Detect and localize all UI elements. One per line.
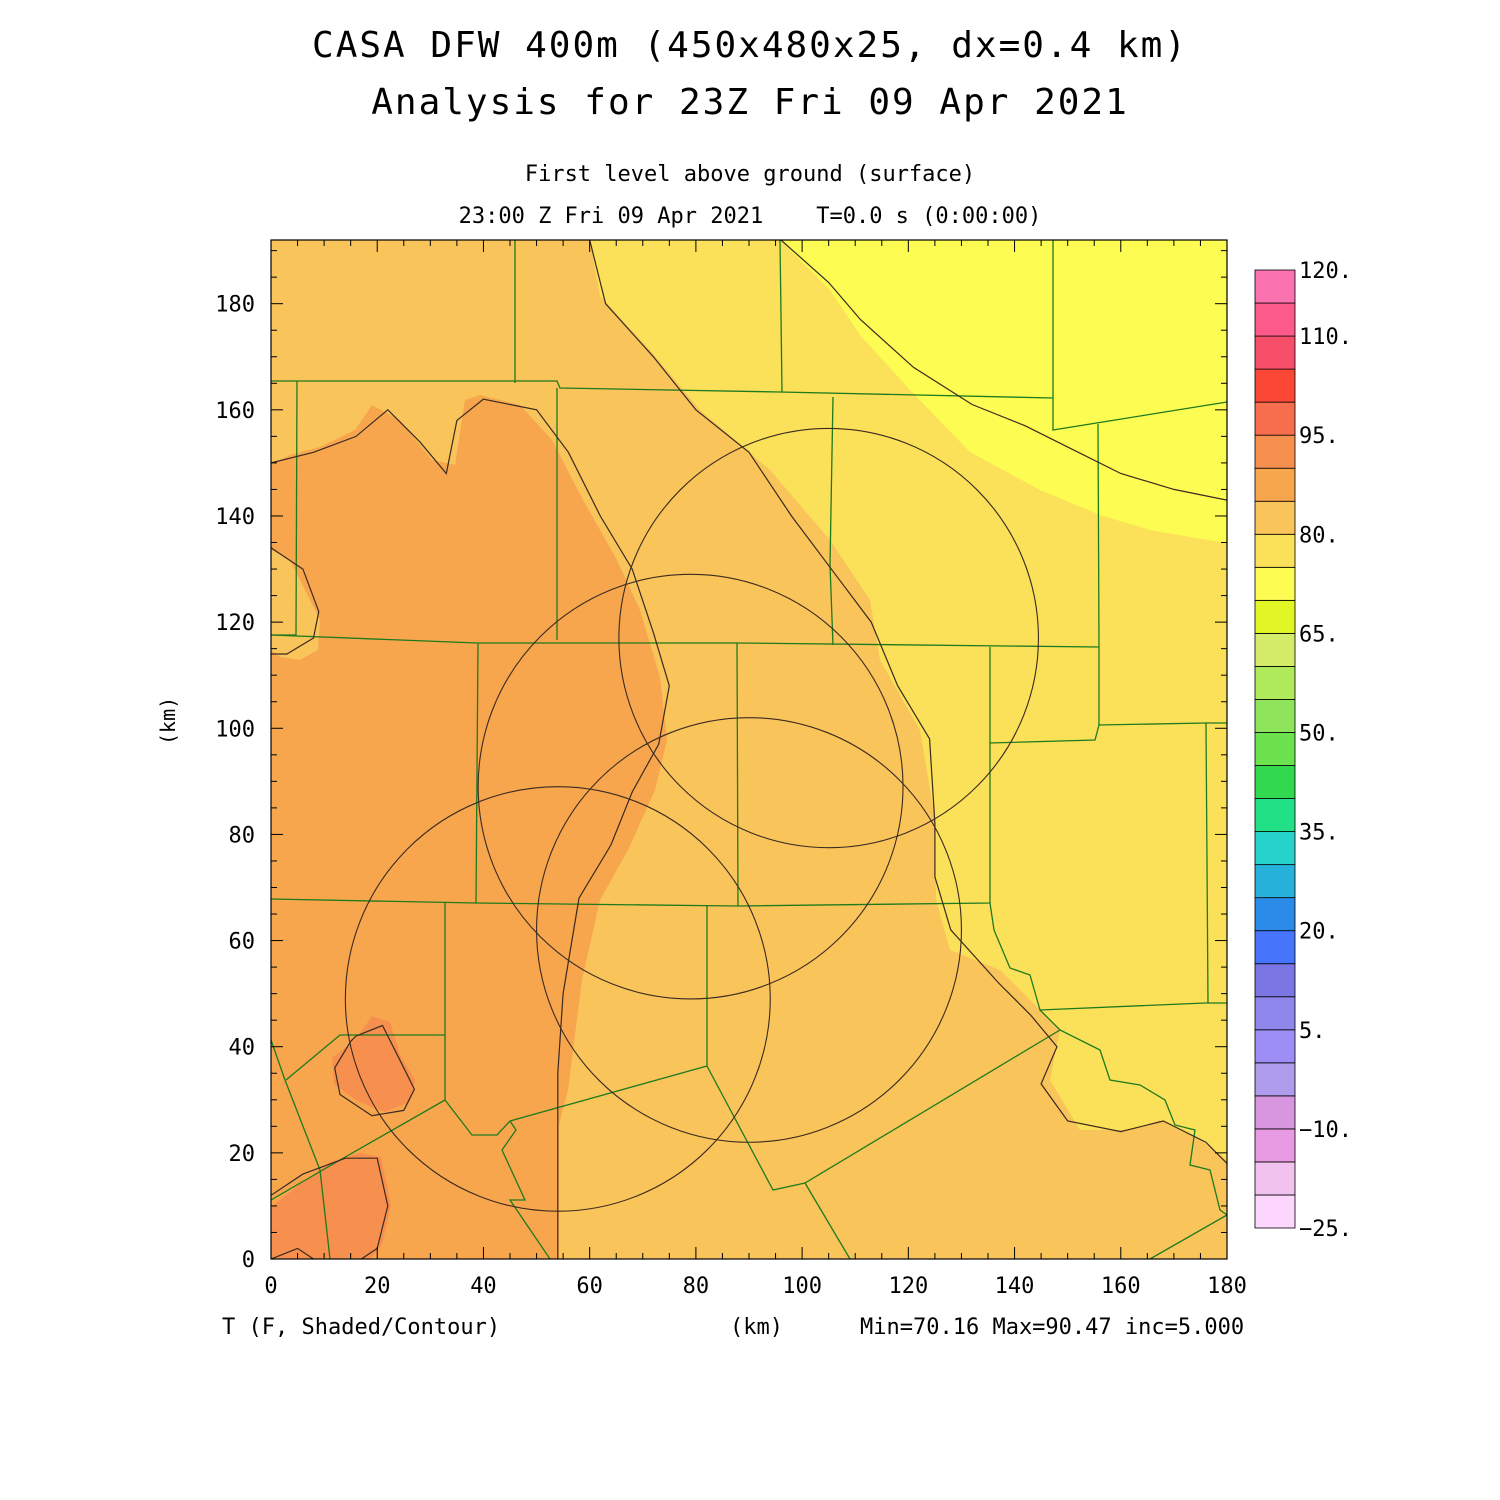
variable-label: T (F, Shaded/Contour)	[222, 1315, 501, 1340]
y-axis-unit: (km)	[156, 696, 180, 745]
colorbar-bin	[1254, 1029, 1296, 1064]
colorbar-bin	[1254, 1161, 1296, 1196]
x-tick-label: 100	[782, 1274, 822, 1299]
colorbar-bin	[1254, 666, 1296, 700]
colorbar-label: 20.	[1299, 920, 1339, 945]
field-statistics: Min=70.16 Max=90.47 inc=5.000	[860, 1315, 1245, 1340]
band-90-95-c	[271, 1252, 296, 1259]
colorbar-bin	[1254, 732, 1296, 766]
x-tick-label: 180	[1207, 1274, 1247, 1299]
x-axis: 0 20 40 60 80 100 120 140 160 180	[264, 240, 1247, 1299]
radar-ring-1	[618, 427, 1040, 849]
colorbar-label: 110.	[1299, 325, 1352, 350]
colorbar-bin	[1254, 467, 1296, 502]
band-90-95-b	[271, 1153, 391, 1259]
colorbar-bin	[1254, 335, 1296, 370]
colorbar-bin	[1254, 599, 1296, 634]
colorbar-label: 35.	[1299, 821, 1339, 846]
colorbar-bin	[1254, 798, 1296, 832]
colorbar-bin	[1254, 963, 1296, 998]
colorbar-label: −10.	[1299, 1118, 1352, 1143]
colorbar-bin	[1254, 632, 1296, 667]
colorbar-label: 95.	[1299, 424, 1339, 449]
x-tick-label: 120	[888, 1274, 928, 1299]
county-borders	[271, 240, 1227, 1259]
temperature-contour-5	[334, 1024, 416, 1117]
colorbar-label: 5.	[1299, 1019, 1326, 1044]
colorbar-bin	[1254, 401, 1296, 436]
x-tick-label: 80	[683, 1274, 710, 1299]
y-tick-label: 80	[229, 823, 256, 848]
colorbar-bin	[1254, 699, 1296, 733]
colorbar-bin	[1254, 930, 1296, 965]
colorbar-bin	[1254, 1128, 1296, 1163]
band-70-75	[780, 240, 1227, 543]
y-tick-label: 120	[215, 611, 255, 636]
map-title-line1: CASA DFW 400m (450x480x25, dx=0.4 km)	[312, 25, 1188, 66]
colorbar-bin	[1254, 566, 1296, 601]
colorbar-bin	[1254, 1095, 1296, 1130]
x-tick-label: 20	[364, 1274, 391, 1299]
colorbar-label: 120.	[1299, 259, 1352, 284]
x-tick-label: 140	[995, 1274, 1035, 1299]
x-tick-label: 0	[264, 1274, 277, 1299]
y-tick-label: 40	[229, 1036, 256, 1061]
temperature-contour-7	[271, 1247, 314, 1259]
colorbar-bin	[1254, 269, 1296, 304]
y-tick-label: 0	[242, 1248, 255, 1273]
colorbar-label: 65.	[1299, 622, 1339, 647]
colorbar-bin	[1254, 996, 1296, 1031]
colorbar-bin	[1254, 897, 1296, 932]
colorbar-bin	[1254, 864, 1296, 899]
x-tick-label: 160	[1101, 1274, 1141, 1299]
y-tick-label: 60	[229, 930, 256, 955]
colorbar-bin	[1254, 1062, 1296, 1097]
colorbar-label: 50.	[1299, 721, 1339, 746]
temperature-contour-3	[271, 398, 670, 1259]
map-time-subtitle: 23:00 Z Fri 09 Apr 2021 T=0.0 s (0:00:00…	[458, 204, 1042, 229]
colorbar-bin	[1254, 765, 1296, 799]
radar-range-rings	[344, 427, 1040, 1212]
y-axis: 0 20 40 60 80 100 120 140 160 180	[215, 250, 1227, 1273]
radar-ring-3	[536, 717, 962, 1143]
temperature-contour-1	[780, 240, 1227, 501]
radar-ring-4	[344, 786, 771, 1212]
temperature-contour-4	[271, 547, 320, 655]
y-tick-label: 20	[229, 1142, 256, 1167]
y-tick-label: 180	[215, 293, 255, 318]
radar-ring-2	[477, 573, 904, 1000]
colorbar-bin	[1254, 831, 1296, 866]
x-axis-unit: (km)	[730, 1315, 783, 1340]
map-level-subtitle: First level above ground (surface)	[524, 162, 976, 187]
temperature-contour-2	[589, 240, 1227, 1164]
band-90-95-a	[332, 1016, 415, 1112]
colorbar-bin	[1254, 1194, 1296, 1229]
colorbar-bin	[1254, 533, 1296, 568]
y-tick-label: 140	[215, 505, 255, 530]
colorbar-bin	[1254, 434, 1296, 469]
colorbar-label: 80.	[1299, 523, 1339, 548]
colorbar-bin	[1254, 368, 1296, 403]
colorbar-label: −25.	[1299, 1217, 1352, 1242]
y-tick-label: 160	[215, 399, 255, 424]
colorbar-bin	[1254, 302, 1296, 337]
x-tick-label: 40	[470, 1274, 497, 1299]
x-tick-label: 60	[576, 1274, 603, 1299]
colorbar: 120. 110. 95. 80. 65. 50. 35. 20. 5. −10. −25.	[1254, 259, 1352, 1242]
map-title-line2: Analysis for 23Z Fri 09 Apr 2021	[371, 82, 1129, 123]
colorbar-bin	[1254, 500, 1296, 535]
y-tick-label: 100	[215, 717, 255, 742]
